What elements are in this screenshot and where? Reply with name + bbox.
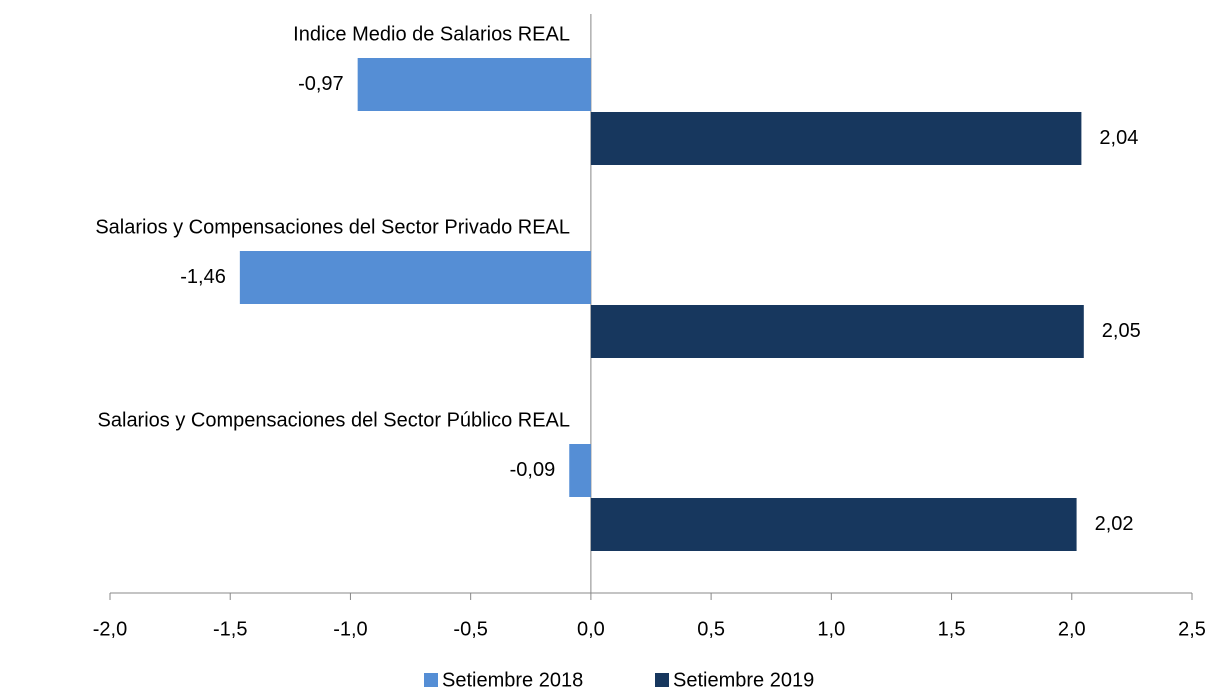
legend-label: Setiembre 2018 — [442, 669, 583, 690]
bar — [569, 444, 591, 497]
bar — [590, 498, 1077, 551]
category-label: Salarios y Compensaciones del Sector Pri… — [95, 216, 570, 238]
value-label: -0,97 — [298, 73, 344, 95]
value-label: 2,05 — [1102, 320, 1141, 342]
x-tick-label: 0,0 — [577, 618, 605, 640]
bar — [357, 58, 591, 111]
x-tick-label: 1,0 — [817, 618, 845, 640]
bar — [590, 305, 1084, 358]
bar — [239, 251, 591, 304]
x-tick-label: 0,5 — [697, 618, 725, 640]
legend-swatch — [424, 673, 438, 687]
bar — [590, 112, 1082, 165]
x-tick-label: -1,0 — [333, 618, 367, 640]
x-tick-label: -1,5 — [213, 618, 247, 640]
value-label: -0,09 — [510, 459, 556, 481]
x-tick-label: -2,0 — [93, 618, 127, 640]
value-label: -1,46 — [180, 266, 226, 288]
legend-label: Setiembre 2019 — [673, 669, 814, 690]
x-tick-label: 2,5 — [1178, 618, 1206, 640]
x-tick-label: 2,0 — [1058, 618, 1086, 640]
value-label: 2,04 — [1099, 127, 1138, 149]
x-tick-label: 1,5 — [938, 618, 966, 640]
x-tick-label: -0,5 — [453, 618, 487, 640]
value-label: 2,02 — [1095, 513, 1134, 535]
category-label: Indice Medio de Salarios REAL — [293, 23, 570, 45]
legend-swatch — [655, 673, 669, 687]
category-label: Salarios y Compensaciones del Sector Púb… — [98, 409, 570, 431]
